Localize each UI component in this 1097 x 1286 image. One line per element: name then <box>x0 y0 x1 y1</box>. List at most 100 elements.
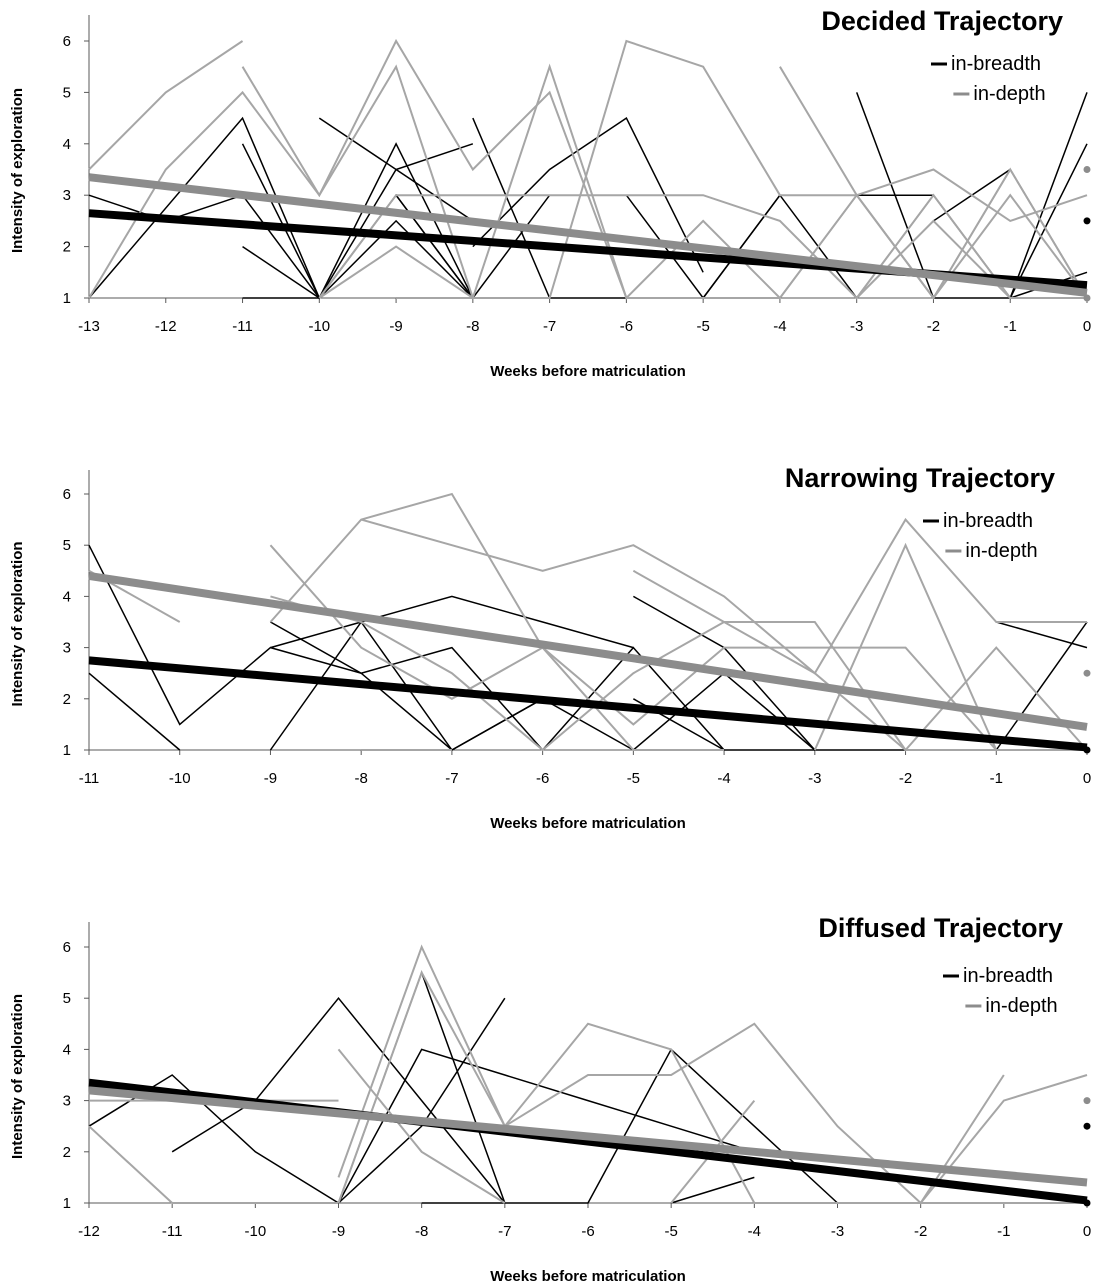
y-tick-label: 6 <box>63 939 71 956</box>
chart-title: Diffused Trajectory <box>818 913 1063 943</box>
y-tick-label: 3 <box>63 640 71 657</box>
x-tick-label: -8 <box>355 770 368 787</box>
x-tick-label: -5 <box>664 1223 677 1240</box>
legend-label-depth: in-depth <box>973 83 1045 105</box>
x-tick-label: -6 <box>536 770 549 787</box>
series-line-depth <box>779 66 1088 300</box>
y-tick-label: 3 <box>63 1093 71 1110</box>
x-tick-label: -9 <box>389 318 402 335</box>
series-line-depth <box>318 193 1087 300</box>
point-marker-depth <box>1083 294 1091 302</box>
x-tick-label: -7 <box>498 1223 511 1240</box>
series-line-depth <box>241 38 781 300</box>
x-tick-label: -9 <box>332 1223 345 1240</box>
x-tick-label: -1 <box>997 1223 1010 1240</box>
x-tick-label: -3 <box>850 318 863 335</box>
point-marker-breadth <box>1083 1122 1091 1130</box>
x-tick-label: 0 <box>1083 1223 1091 1240</box>
x-axis-label: Weeks before matriculation <box>490 815 686 832</box>
y-tick-label: 1 <box>63 1195 71 1212</box>
point-marker-breadth <box>1083 1199 1091 1207</box>
y-tick-label: 5 <box>63 84 71 101</box>
trend-line-depth <box>88 173 1088 297</box>
x-tick-label: -10 <box>244 1223 266 1240</box>
series-line-breadth <box>88 970 839 1205</box>
x-tick-label: -5 <box>696 318 709 335</box>
x-tick-label: -4 <box>748 1223 761 1240</box>
x-tick-label: -10 <box>169 770 191 787</box>
y-tick-label: 3 <box>63 187 71 204</box>
legend: in-breadth in-depth <box>943 965 1058 1017</box>
chart-title: Decided Trajectory <box>821 6 1063 36</box>
x-tick-label: -9 <box>264 770 277 787</box>
y-tick-label: 6 <box>63 33 71 50</box>
x-tick-label: -8 <box>415 1223 428 1240</box>
series-line-breadth <box>270 595 634 649</box>
legend-label-breadth: in-breadth <box>951 53 1041 75</box>
series-line-depth <box>337 944 1088 1204</box>
y-tick-label: 4 <box>63 1041 71 1058</box>
y-tick-label: 5 <box>63 990 71 1007</box>
y-tick-label: 5 <box>63 537 71 554</box>
y-tick-label: 2 <box>63 239 71 256</box>
x-tick-label: -1 <box>990 770 1003 787</box>
x-tick-label: 0 <box>1083 770 1091 787</box>
legend: in-breadth in-depth <box>923 510 1038 562</box>
y-axis-label: Intensity of exploration <box>9 88 26 253</box>
series-line-depth <box>318 63 1088 300</box>
x-tick-label: -11 <box>79 770 100 787</box>
x-axis-label: Weeks before matriculation <box>490 363 686 380</box>
point-marker-depth <box>1083 1097 1091 1105</box>
trend-line-breadth <box>88 656 1088 752</box>
series-line-breadth <box>88 193 474 300</box>
x-tick-label: -3 <box>808 770 821 787</box>
x-tick-label: -10 <box>308 318 330 335</box>
y-tick-label: 4 <box>63 136 71 153</box>
series-line-depth <box>855 219 1087 299</box>
trend-line-depth <box>88 1086 1088 1187</box>
x-tick-label: -13 <box>78 318 100 335</box>
x-tick-label: -8 <box>466 318 479 335</box>
series-line-breadth <box>337 997 506 1204</box>
y-axis-label: Intensity of exploration <box>9 994 26 1159</box>
x-tick-label: -5 <box>627 770 640 787</box>
x-tick-label: -4 <box>773 318 786 335</box>
legend-label-breadth: in-breadth <box>943 510 1033 532</box>
series-line-depth <box>396 39 1088 299</box>
x-tick-label: -12 <box>155 318 177 335</box>
series-line-breadth <box>670 1176 755 1204</box>
series-line-depth <box>88 40 244 171</box>
series-line-breadth <box>318 143 474 299</box>
series-line-breadth <box>995 621 1088 751</box>
series-line-depth <box>813 542 998 751</box>
legend-label-depth: in-depth <box>965 540 1037 562</box>
series-line-depth <box>724 621 1088 752</box>
legend: in-breadth in-depth <box>931 53 1046 105</box>
trend-line-depth <box>88 571 1088 731</box>
x-tick-label: -11 <box>232 318 253 335</box>
x-tick-label: 0 <box>1083 318 1091 335</box>
series-line-depth <box>269 492 725 751</box>
x-tick-label: -7 <box>445 770 458 787</box>
y-tick-label: 2 <box>63 691 71 708</box>
chart-title: Narrowing Trajectory <box>785 463 1055 493</box>
series-line-depth <box>337 1048 506 1204</box>
x-tick-label: -6 <box>581 1223 594 1240</box>
series-line-breadth <box>241 143 474 300</box>
y-tick-label: 6 <box>63 486 71 503</box>
series-line-depth <box>360 517 1087 675</box>
x-axis-label: Weeks before matriculation <box>490 1268 686 1285</box>
x-tick-label: -2 <box>899 770 912 787</box>
series-line-breadth <box>996 621 1088 649</box>
x-tick-label: -3 <box>831 1223 844 1240</box>
x-tick-label: -2 <box>927 318 940 335</box>
y-tick-label: 2 <box>63 1144 71 1161</box>
series-line-depth <box>88 1125 339 1204</box>
y-axis-label: Intensity of exploration <box>9 541 26 706</box>
y-tick-label: 4 <box>63 588 71 605</box>
series-line-breadth <box>171 997 506 1204</box>
